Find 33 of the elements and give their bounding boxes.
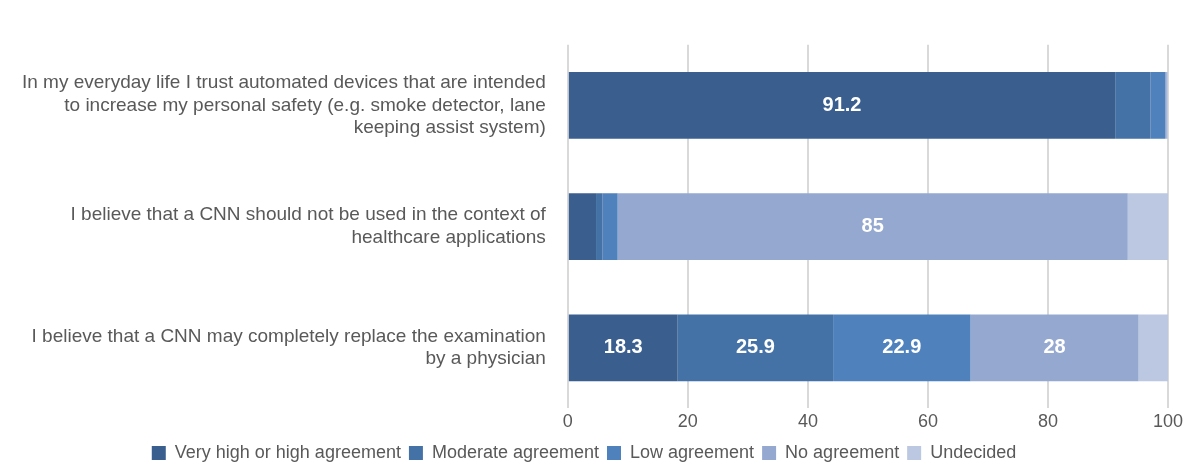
data-label: 25.9	[735, 335, 775, 358]
data-label: 85	[861, 214, 884, 237]
bar	[1138, 314, 1168, 382]
bar	[1150, 72, 1165, 139]
legend-label: Undecided	[930, 441, 1017, 462]
data-label: 28	[1043, 335, 1066, 358]
legend-label: Moderate agreement	[431, 441, 600, 462]
x-tick-label: 60	[917, 411, 938, 432]
x-tick-label: 40	[797, 411, 818, 432]
bar	[677, 314, 834, 382]
bar	[1115, 72, 1151, 139]
y-tick-label: I believe that a CNN should not be used in the context of healthcare applications	[70, 203, 547, 248]
legend-label: Low agreement	[630, 441, 755, 462]
bar	[568, 193, 597, 260]
bar	[596, 193, 603, 260]
data-label: 18.3	[603, 335, 643, 358]
x-tick-label: 80	[1037, 411, 1058, 432]
y-tick-label: I believe that a CNN may completely replace the examination by a physician	[31, 324, 546, 369]
x-tick-label: 20	[677, 411, 698, 432]
bar	[970, 314, 1139, 382]
data-label: 91.2	[822, 92, 862, 115]
bar	[602, 193, 618, 260]
legend-label: Very high or high agreement	[174, 441, 401, 462]
x-tick-label: 100	[1152, 411, 1184, 432]
data-label: 22.9	[882, 335, 922, 358]
y-tick-label: In my everyday life I trust automated devices that are intended to increase my personal safety (e.g. smoke detector, lane keeping assist system)	[21, 70, 546, 138]
bar	[833, 314, 971, 382]
legend-label: No agreement	[785, 441, 900, 462]
bar	[568, 314, 678, 382]
bar	[568, 72, 1116, 139]
x-tick-label: 0	[562, 411, 573, 432]
bar	[617, 193, 1128, 260]
bar	[1127, 193, 1168, 260]
